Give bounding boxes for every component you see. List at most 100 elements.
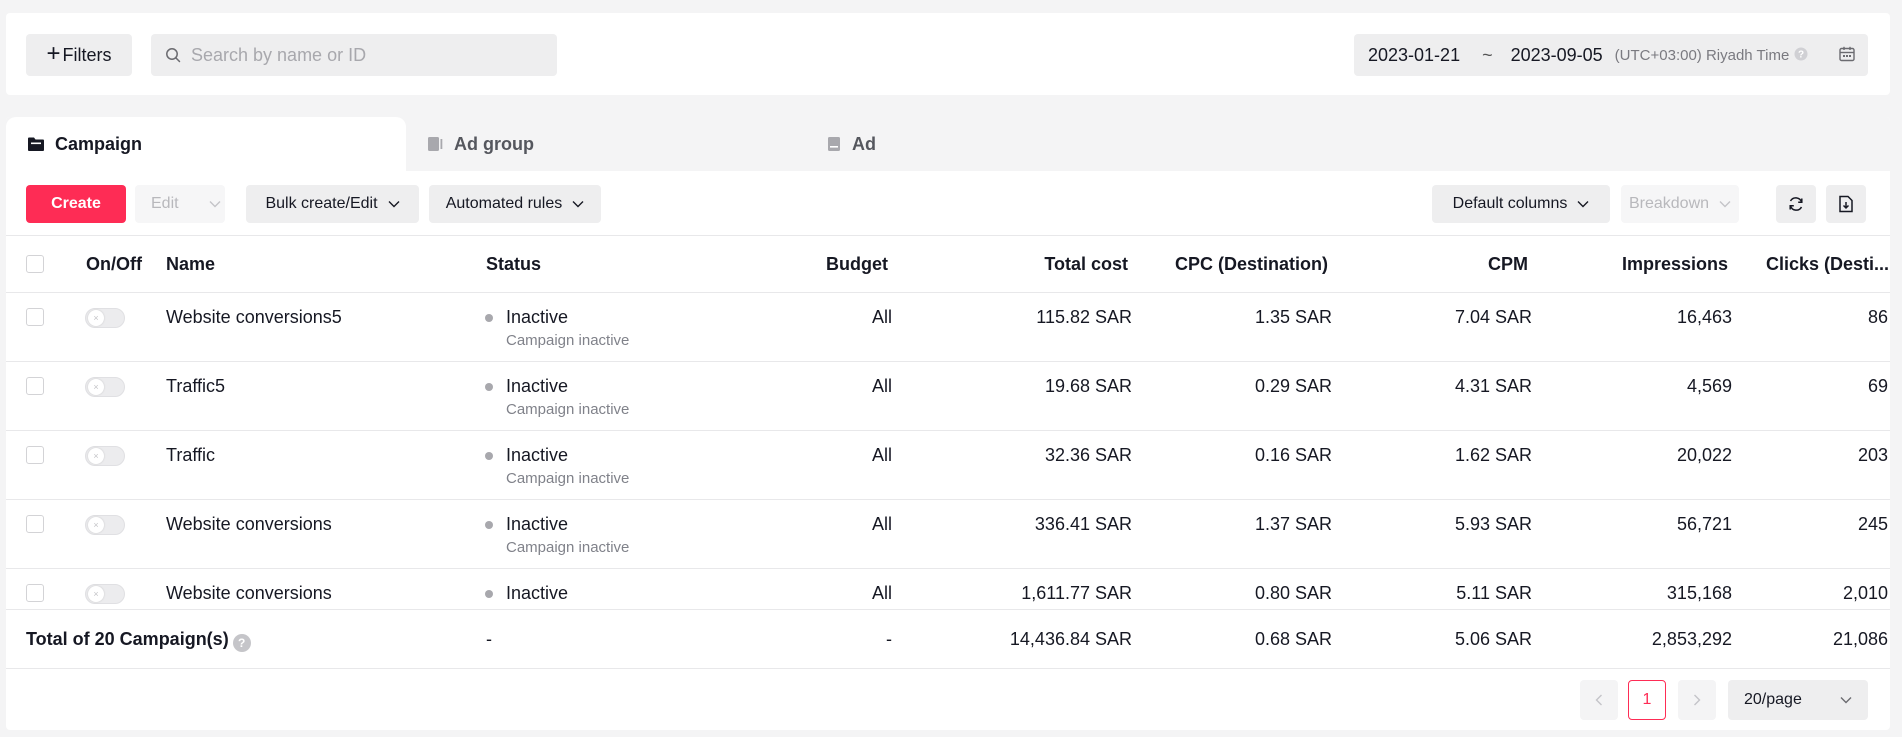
close-icon: × <box>88 310 104 326</box>
table-row[interactable]: × Website conversions5 Inactive Campaign… <box>6 293 1890 362</box>
toolbar: Create Edit Bulk create/Edit Automated r… <box>6 171 1890 235</box>
plus-icon: + <box>46 40 61 67</box>
bulk-create-edit-dropdown[interactable]: Bulk create/Edit <box>246 185 419 223</box>
totals-label-text: Total of 20 Campaign(s) <box>26 629 229 649</box>
campaign-toggle[interactable]: × <box>85 446 125 466</box>
column-name[interactable]: Name <box>166 254 216 274</box>
totals-budget: - <box>886 629 892 649</box>
create-button[interactable]: Create <box>26 185 126 223</box>
bulk-label: Bulk create/Edit <box>265 195 378 212</box>
ad-group-icon <box>428 137 443 151</box>
column-status[interactable]: Status <box>486 254 542 274</box>
tab-ad-group[interactable]: Ad group <box>426 117 534 171</box>
level-tabs: Campaign Ad group Ad <box>6 117 1890 171</box>
campaign-panel: Campaign Ad group Ad Create Edit Bulk cr… <box>6 117 1890 730</box>
totals-cpm: 5.06 SAR <box>1454 629 1532 649</box>
prev-page-button[interactable] <box>1580 680 1618 720</box>
budget-value: All <box>871 583 892 603</box>
column-cpc[interactable]: CPC (Destination) <box>1175 254 1328 274</box>
campaign-name[interactable]: Website conversions5 <box>166 307 342 327</box>
campaign-name[interactable]: Website conversions <box>166 514 332 534</box>
chevron-down-icon <box>1719 201 1731 208</box>
close-icon: × <box>88 379 104 395</box>
breakdown-dropdown[interactable]: Breakdown <box>1621 185 1739 223</box>
status-text: Inactive <box>506 583 569 603</box>
refresh-button[interactable] <box>1776 185 1816 223</box>
close-icon: × <box>88 448 104 464</box>
timezone-label: (UTC+03:00) Riyadh Time <box>1614 46 1790 64</box>
chevron-down-icon <box>388 201 400 208</box>
totals-clicks: 21,086 <box>1832 629 1888 649</box>
chevron-left-icon <box>1595 694 1602 706</box>
total-cost-value: 115.82 SAR <box>1036 307 1132 327</box>
column-onoff[interactable]: On/Off <box>86 254 142 274</box>
total-cost-value: 1,611.77 SAR <box>1021 583 1132 603</box>
campaign-toggle[interactable]: × <box>85 515 125 535</box>
table-row[interactable]: × Traffic Inactive Campaign inactive All… <box>6 431 1890 500</box>
status-dot <box>485 314 493 322</box>
row-checkbox[interactable] <box>26 377 44 395</box>
column-budget[interactable]: Budget <box>826 254 888 274</box>
chevron-down-icon <box>572 201 584 208</box>
row-checkbox[interactable] <box>26 584 44 602</box>
status-text: Inactive <box>506 514 569 534</box>
totals-impressions: 2,853,292 <box>1651 629 1732 649</box>
status-dot <box>485 590 493 598</box>
date-range-picker[interactable]: 2023-01-21 ~ 2023-09-05 (UTC+03:00) Riya… <box>1354 34 1868 76</box>
campaign-name[interactable]: Traffic <box>166 445 216 465</box>
filters-button[interactable]: + Filters <box>26 34 132 76</box>
tab-campaign[interactable]: Campaign <box>6 117 406 171</box>
row-checkbox[interactable] <box>26 308 44 326</box>
next-page-button[interactable] <box>1678 680 1716 720</box>
table-row[interactable]: × Website conversions Inactive All 1,611… <box>6 569 1890 609</box>
column-cpm[interactable]: CPM <box>1488 254 1528 274</box>
total-cost-value: 32.36 SAR <box>1044 445 1132 465</box>
page-number-button[interactable]: 1 <box>1628 680 1666 720</box>
campaign-toggle[interactable]: × <box>85 584 125 604</box>
campaign-name[interactable]: Traffic5 <box>166 376 226 396</box>
total-cost-value: 336.41 SAR <box>1034 514 1132 534</box>
row-checkbox[interactable] <box>26 515 44 533</box>
page-size-select[interactable]: 20/page <box>1728 680 1868 720</box>
column-impressions[interactable]: Impressions <box>1621 254 1728 274</box>
column-clicks[interactable]: Clicks (Desti... <box>1766 254 1890 274</box>
edit-label: Edit <box>151 195 179 212</box>
status-detail: Campaign inactive <box>506 470 630 487</box>
budget-value: All <box>871 514 892 534</box>
calendar-icon[interactable] <box>1838 45 1856 68</box>
status-dot <box>485 521 493 529</box>
table-row[interactable]: × Website conversions Inactive Campaign … <box>6 500 1890 569</box>
clicks-value: 203 <box>1857 445 1888 465</box>
tab-ad[interactable]: Ad <box>826 117 876 171</box>
row-checkbox[interactable] <box>26 446 44 464</box>
cpm-value: 4.31 SAR <box>1454 376 1532 396</box>
search-input[interactable] <box>191 44 541 66</box>
totals-status: - <box>486 629 492 649</box>
impressions-value: 56,721 <box>1676 514 1732 534</box>
cpm-value: 7.04 SAR <box>1454 307 1532 327</box>
automated-rules-dropdown[interactable]: Automated rules <box>429 185 601 223</box>
campaign-name[interactable]: Website conversions <box>166 583 332 603</box>
budget-value: All <box>871 376 892 396</box>
edit-dropdown[interactable]: Edit <box>135 185 225 223</box>
chevron-down-icon <box>1577 201 1589 208</box>
default-columns-dropdown[interactable]: Default columns <box>1432 185 1610 223</box>
search-icon <box>166 48 181 63</box>
totals-row: Total of 20 Campaign(s)? - - 14,436.84 S… <box>6 609 1890 669</box>
campaign-toggle[interactable]: × <box>85 308 125 328</box>
select-all-checkbox[interactable] <box>26 255 44 273</box>
export-icon <box>1839 195 1853 213</box>
search-box[interactable] <box>151 34 557 76</box>
column-total-cost[interactable]: Total cost <box>1044 254 1128 274</box>
budget-value: All <box>871 307 892 327</box>
export-button[interactable] <box>1826 185 1866 223</box>
clicks-value: 86 <box>1867 307 1888 327</box>
help-icon[interactable]: ? <box>1794 45 1808 66</box>
filters-label: Filters <box>62 44 112 65</box>
chevron-right-icon <box>1694 694 1701 706</box>
campaign-toggle[interactable]: × <box>85 377 125 397</box>
totals-cpc: 0.68 SAR <box>1254 629 1332 649</box>
refresh-icon <box>1789 197 1803 211</box>
help-icon[interactable]: ? <box>232 634 251 652</box>
table-row[interactable]: × Traffic5 Inactive Campaign inactive Al… <box>6 362 1890 431</box>
